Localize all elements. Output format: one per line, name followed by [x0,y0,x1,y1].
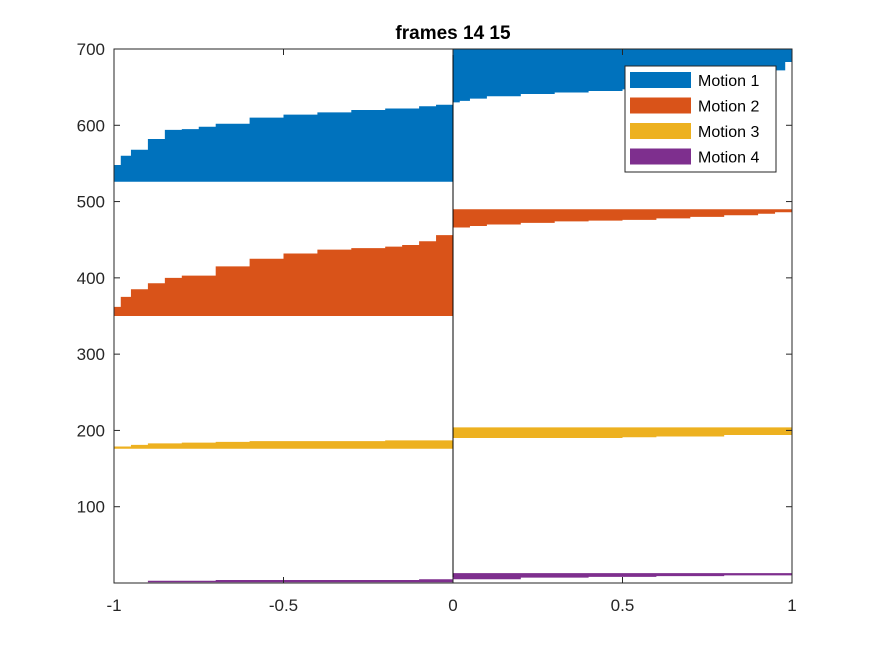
motion-1-left-area [114,103,453,182]
motion-3-legend-label: Motion 3 [698,124,759,141]
x-tick-label: 0.5 [611,596,635,615]
x-tick-label: -0.5 [269,596,298,615]
motion-4-legend-label: Motion 4 [698,150,759,167]
x-tick-label: 0 [448,596,457,615]
motion-2-right-area [453,209,792,228]
plot-areas [114,49,792,583]
motion-3-legend-swatch [630,123,691,139]
motion-2-legend-label: Motion 2 [698,99,759,116]
legend: Motion 1 Motion 2 Motion 3 Motion 4 [624,65,777,173]
motion-4-legend-swatch [630,148,691,165]
y-tick-label: 400 [77,269,105,288]
motion-3-left-area [114,439,453,449]
motion-3-right-area [453,427,792,439]
ticks: -1 -0.5 0 0.5 1 100 200 300 400 500 600 700 [77,40,797,615]
y-tick-label: 200 [77,421,105,440]
motion-1-legend-swatch [630,72,691,88]
motion-1-right-area [453,49,792,103]
chart-title: frames 14 15 [395,23,511,44]
y-tick-label: 700 [77,40,105,59]
y-tick-label: 100 [77,498,105,517]
y-tick-label: 600 [77,116,105,135]
motion-1-legend-label: Motion 1 [698,73,759,90]
motion-4-right-area [453,573,792,580]
y-tick-label: 500 [77,193,105,212]
x-tick-label: -1 [106,596,121,615]
motion-2-left-area [114,227,453,316]
motion-2-legend-swatch [630,97,691,114]
x-tick-label: 1 [787,596,796,615]
y-tick-label: 300 [77,345,105,364]
